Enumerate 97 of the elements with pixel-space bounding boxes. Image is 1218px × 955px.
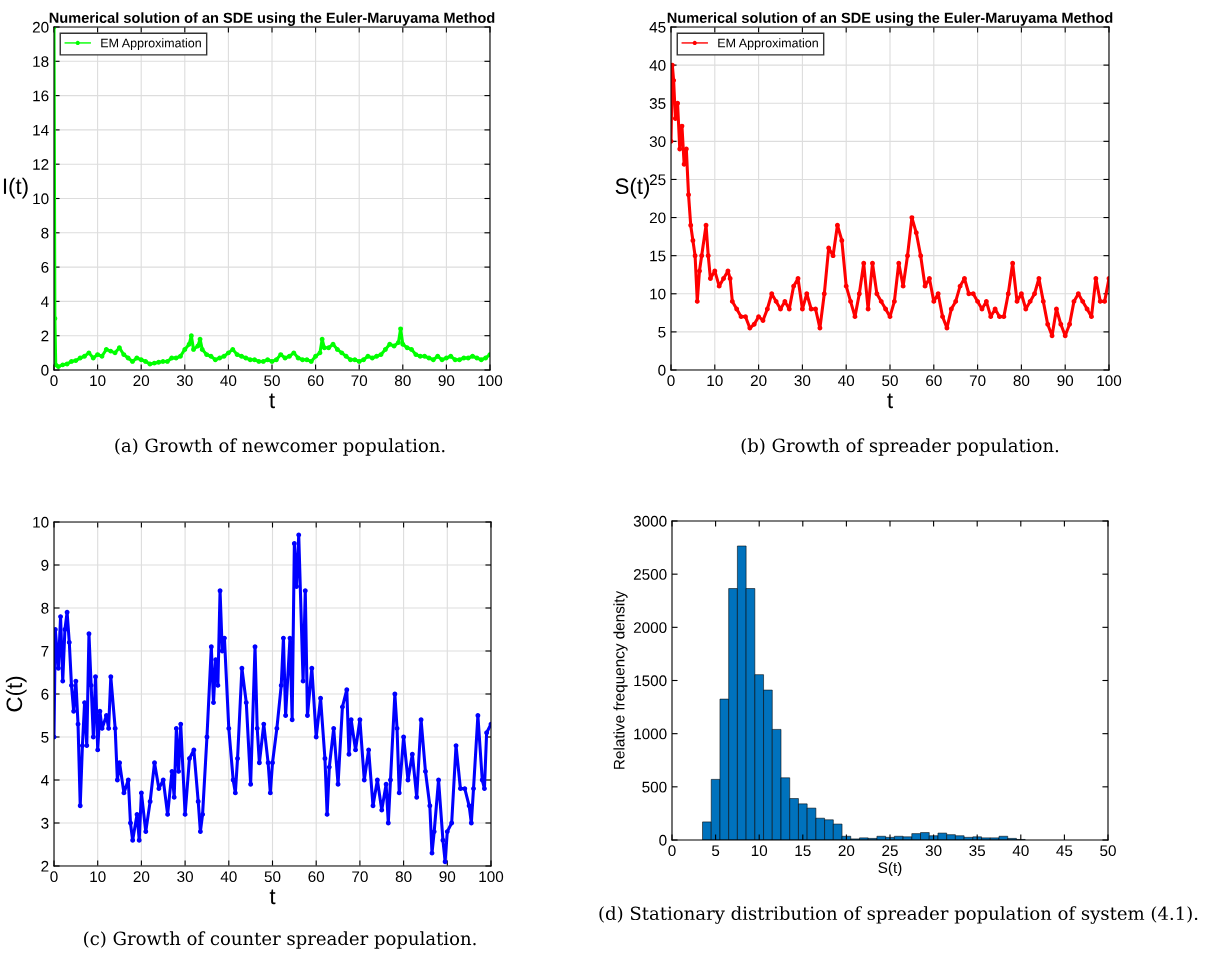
x-tick-label: 80 xyxy=(395,871,412,883)
x-tick-label: 20 xyxy=(133,871,150,883)
x-tick-label: 100 xyxy=(479,871,504,883)
x-tick-label: 15 xyxy=(795,845,811,857)
y-tick-label: 12 xyxy=(33,159,49,170)
x-tick-label: 90 xyxy=(439,871,456,883)
y-tick-label: 1000 xyxy=(634,728,667,740)
x-tick-label: 20 xyxy=(838,845,855,857)
x-tick-label: 10 xyxy=(751,845,768,857)
x-tick-label: 80 xyxy=(394,375,411,387)
y-axis-title: I(t) xyxy=(3,177,28,199)
x-tick-label: 40 xyxy=(1012,845,1029,857)
y-tick-label: 8 xyxy=(41,602,49,614)
x-axis-title: t xyxy=(887,393,893,409)
y-axis-title: C(t) xyxy=(5,676,27,712)
y-tick-label: 2 xyxy=(41,330,49,342)
y-tick-label: 6 xyxy=(41,688,49,700)
x-tick-label: 5 xyxy=(711,845,720,857)
text: (d) Stationary distribution of spreader population of system (4.1). xyxy=(599,906,1198,924)
y-tick-label: 0 xyxy=(659,834,667,846)
y-axis-title: Relative frequency density xyxy=(613,590,628,769)
y-tick-label: 20 xyxy=(32,21,49,33)
x-tick-label: 10 xyxy=(90,871,106,883)
y-tick-label: 14 xyxy=(33,124,49,136)
x-tick-label: 0 xyxy=(668,845,676,857)
y-tick-label: 45 xyxy=(649,22,666,33)
y-tick-label: 35 xyxy=(649,98,666,109)
legend-label: EM Approximation xyxy=(101,38,201,50)
x-tick-label: 40 xyxy=(220,871,237,883)
y-tick-label: 5 xyxy=(41,732,49,743)
x-tick-label: 50 xyxy=(264,375,280,387)
x-tick-label: 0 xyxy=(667,375,675,387)
y-tick-label: 20 xyxy=(649,212,666,224)
x-tick-label: 60 xyxy=(308,871,325,883)
x-axis-title: t xyxy=(269,889,276,905)
x-tick-label: 100 xyxy=(478,375,503,387)
y-tick-label: 3 xyxy=(41,817,49,829)
y-tick-label: 25 xyxy=(649,174,666,186)
x-tick-label: 30 xyxy=(176,375,193,387)
x-tick-label: 20 xyxy=(750,375,767,387)
y-tick-label: 1500 xyxy=(634,675,667,687)
x-tick-label: 30 xyxy=(177,871,193,883)
x-tick-label: 90 xyxy=(438,375,455,387)
x-tick-label: 60 xyxy=(926,375,942,387)
y-tick-label: 4 xyxy=(40,775,49,786)
y-tick-label: 7 xyxy=(41,646,49,657)
y-tick-label: 6 xyxy=(41,261,49,273)
x-tick-label: 25 xyxy=(882,845,898,857)
x-tick-label: 70 xyxy=(352,871,368,883)
y-tick-label: 2000 xyxy=(633,622,667,634)
y-tick-label: 5 xyxy=(658,326,666,338)
x-tick-label: 60 xyxy=(307,375,324,387)
x-tick-label: 70 xyxy=(969,375,986,387)
y-tick-label: 9 xyxy=(41,559,49,571)
y-axis-title: S(t) xyxy=(615,177,649,199)
y-tick-label: 18 xyxy=(33,56,49,67)
y-tick-label: 10 xyxy=(650,288,666,300)
x-tick-label: 50 xyxy=(1100,845,1116,857)
x-axis-title: t xyxy=(269,393,275,409)
chart-title: Numerical solution of an SDE using the Euler-Maruyama Method xyxy=(667,12,1113,26)
y-tick-label: 10 xyxy=(33,193,49,205)
x-tick-label: 100 xyxy=(1097,375,1122,387)
x-tick-label: 0 xyxy=(50,375,58,387)
legend-label: EM Approximation xyxy=(718,38,818,50)
x-axis-title: S(t) xyxy=(878,861,902,877)
x-tick-label: 50 xyxy=(264,871,281,883)
x-tick-label: 30 xyxy=(794,375,811,387)
y-tick-label: 40 xyxy=(649,59,666,71)
y-tick-label: 0 xyxy=(658,364,666,376)
text: (b) Growth of spreader population. xyxy=(741,438,1059,456)
x-tick-label: 40 xyxy=(838,375,855,387)
x-tick-label: 20 xyxy=(133,375,150,387)
x-tick-label: 10 xyxy=(707,375,723,387)
x-tick-label: 50 xyxy=(882,375,898,387)
x-tick-label: 80 xyxy=(1013,375,1030,387)
x-tick-label: 90 xyxy=(1057,375,1074,387)
y-tick-label: 16 xyxy=(33,90,49,102)
y-tick-label: 2 xyxy=(41,860,49,872)
y-tick-label: 500 xyxy=(642,781,667,793)
x-tick-label: 40 xyxy=(220,375,237,387)
y-tick-label: 3000 xyxy=(633,515,667,527)
text: (c) Growth of counter spreader population. xyxy=(84,931,476,949)
x-tick-label: 70 xyxy=(351,375,368,387)
y-tick-label: 8 xyxy=(41,227,49,239)
y-tick-label: 10 xyxy=(33,516,49,528)
y-tick-label: 0 xyxy=(41,364,49,376)
x-tick-label: 30 xyxy=(925,845,942,857)
x-tick-label: 45 xyxy=(1056,845,1073,857)
x-tick-label: 0 xyxy=(50,871,58,883)
y-tick-label: 30 xyxy=(649,136,666,148)
text: (a) Growth of newcomer population. xyxy=(115,438,445,456)
y-tick-label: 2500 xyxy=(633,569,667,580)
chart-title: Numerical solution of an SDE using the Euler-Maruyama Method xyxy=(49,12,495,26)
x-tick-label: 35 xyxy=(969,845,986,857)
y-tick-label: 15 xyxy=(650,250,666,262)
y-tick-label: 4 xyxy=(40,296,49,307)
x-tick-label: 10 xyxy=(90,375,106,387)
